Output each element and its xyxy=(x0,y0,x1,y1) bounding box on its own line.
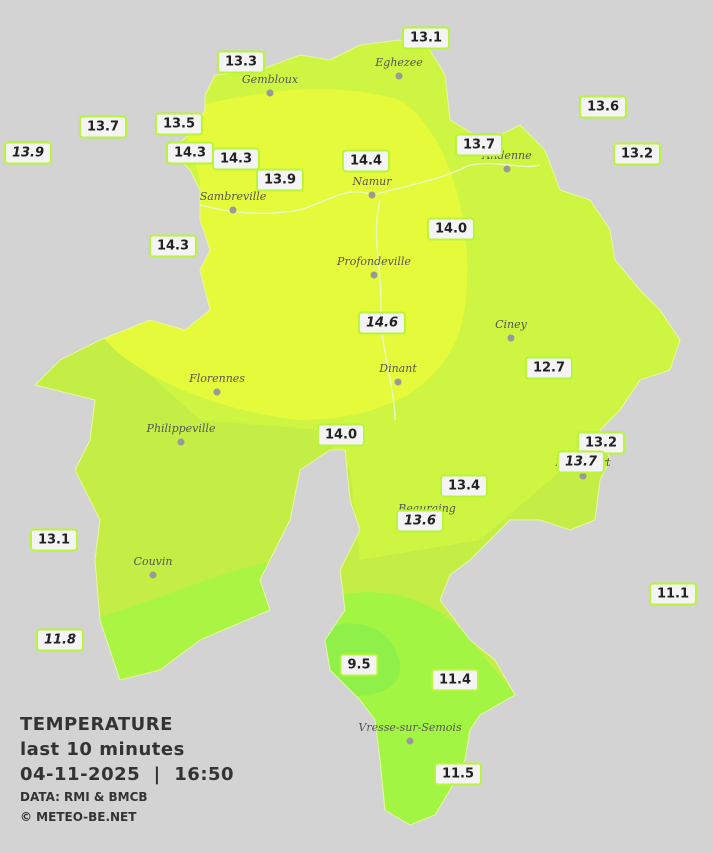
station-temperature: 13.6 xyxy=(395,509,445,533)
city-name: Namur xyxy=(352,175,392,188)
legend-period: last 10 minutes xyxy=(20,739,185,760)
city-name: Ciney xyxy=(495,318,527,331)
station-temperature: 13.7 xyxy=(556,450,606,474)
station-temperature: 13.9 xyxy=(255,168,305,192)
legend-source: DATA: RMI & BMCB xyxy=(20,790,148,804)
city-dot xyxy=(579,472,587,480)
station-temperature: 13.2 xyxy=(612,142,662,166)
station-temperature: 14.0 xyxy=(316,423,366,447)
city-dot xyxy=(503,165,511,173)
city-name: Vresse-sur-Semois xyxy=(358,721,462,734)
legend-title: TEMPERATURE xyxy=(20,714,173,735)
station-temperature: 13.1 xyxy=(29,528,79,552)
city-name: Florennes xyxy=(189,372,245,385)
station-temperature: 14.6 xyxy=(357,311,407,335)
city-dot xyxy=(266,89,274,97)
city-name: Profondeville xyxy=(337,255,411,268)
station-temperature: 13.6 xyxy=(578,95,628,119)
station-temperature: 13.9 xyxy=(3,141,53,165)
city-dot xyxy=(368,191,376,199)
city-dot xyxy=(406,737,414,745)
station-temperature: 14.0 xyxy=(426,217,476,241)
city-name: Eghezee xyxy=(375,56,423,69)
station-temperature: 11.8 xyxy=(35,628,85,652)
city-dot xyxy=(507,334,515,342)
legend: TEMPERATURE last 10 minutes 04-11-2025 |… xyxy=(20,712,234,827)
station-temperature: 13.1 xyxy=(401,26,451,50)
station-temperature: 13.3 xyxy=(216,50,266,74)
station-temperature: 13.7 xyxy=(454,133,504,157)
city-dot xyxy=(149,571,157,579)
station-temperature: 13.5 xyxy=(154,112,204,136)
city-name: Dinant xyxy=(379,362,417,375)
station-temperature: 11.4 xyxy=(430,668,480,692)
station-temperature: 11.5 xyxy=(433,762,483,786)
station-temperature: 9.5 xyxy=(339,653,379,677)
station-temperature: 13.2 xyxy=(576,431,626,455)
city-dot xyxy=(229,206,237,214)
station-temperature: 12.7 xyxy=(524,356,574,380)
city-name: Gembloux xyxy=(241,73,299,86)
station-temperature: 14.4 xyxy=(341,149,391,173)
station-temperature: 14.3 xyxy=(148,234,198,258)
city-dot xyxy=(177,438,185,446)
legend-datetime: 04-11-2025 | 16:50 xyxy=(20,764,235,785)
city-name: Philippeville xyxy=(146,422,216,435)
city-name: Sambreville xyxy=(199,190,267,203)
city-dot xyxy=(213,388,221,396)
station-temperature: 14.3 xyxy=(211,147,261,171)
city-dot xyxy=(395,72,403,80)
station-temperature: 11.1 xyxy=(648,582,698,606)
city-dot xyxy=(394,378,402,386)
station-temperature: 13.4 xyxy=(439,474,489,498)
station-temperature: 13.7 xyxy=(78,115,128,139)
station-temperature: 14.3 xyxy=(165,141,215,165)
city-name: Couvin xyxy=(133,555,173,568)
legend-copyright: © METEO-BE.NET xyxy=(20,810,137,824)
city-dot xyxy=(370,271,378,279)
